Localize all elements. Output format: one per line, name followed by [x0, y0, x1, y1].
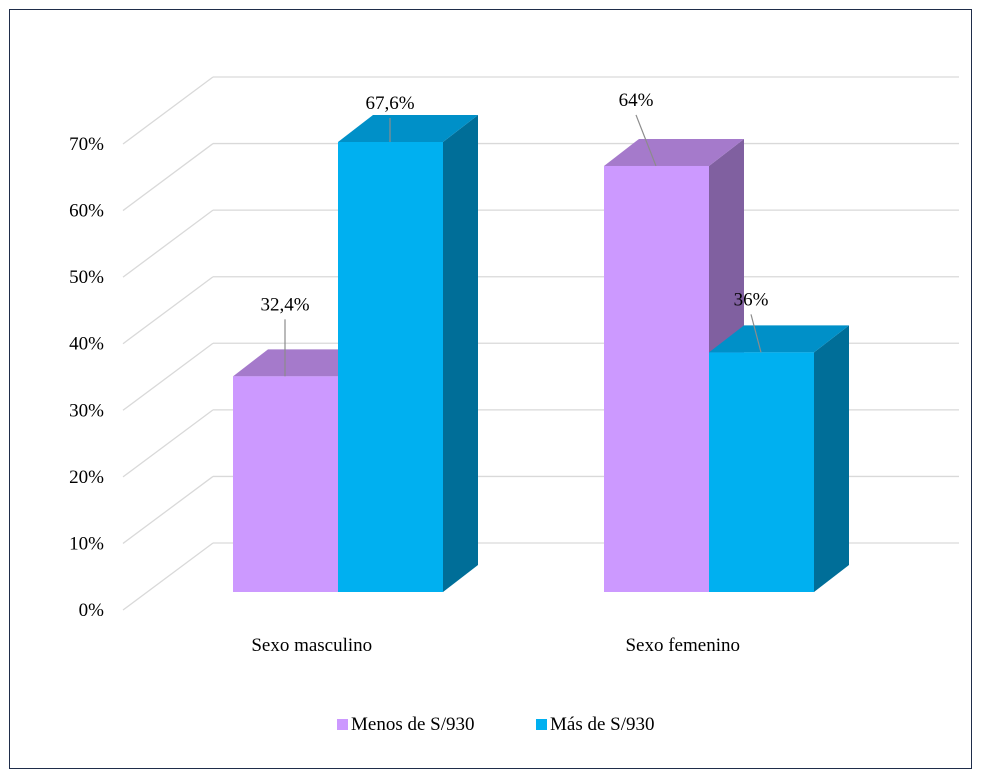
y-tick-label: 50% — [69, 267, 104, 288]
bar-side — [443, 115, 478, 592]
data-label: 32,4% — [260, 294, 309, 315]
bar — [233, 376, 338, 592]
y-tick-label: 60% — [69, 201, 104, 222]
data-label-leader — [750, 314, 762, 353]
gridline-depth — [122, 542, 214, 611]
y-tick-label: 70% — [69, 134, 104, 155]
data-label-leader — [635, 114, 657, 167]
gridline-depth — [122, 76, 214, 145]
bar-top — [604, 138, 744, 166]
bar-top — [338, 115, 478, 142]
bar — [338, 142, 443, 592]
gridline-depth — [122, 475, 214, 544]
gridline-depth — [122, 143, 214, 212]
y-tick-label: 0% — [79, 600, 105, 621]
bar-side — [814, 325, 849, 592]
legend-swatch — [337, 719, 348, 730]
bar-chart: 0% 10% 20% 30% 40% 50% 60% 70% 32,4% 67,6% Sexo ma… — [69, 76, 959, 735]
gridline-depth — [122, 209, 214, 278]
bar — [604, 165, 709, 593]
y-tick-label: 10% — [69, 533, 104, 554]
legend-label: Más de S/930 — [550, 714, 655, 735]
data-label: 64% — [619, 90, 654, 111]
gridline-depth — [122, 342, 214, 411]
y-tick-label: 30% — [69, 400, 104, 421]
legend-swatch — [536, 719, 547, 730]
data-label: 67,6% — [365, 93, 414, 114]
gridline-depth — [122, 409, 214, 478]
data-label: 36% — [734, 289, 769, 310]
gridline-depth — [122, 276, 214, 345]
x-category-label: Sexo femenino — [625, 635, 740, 656]
legend-label: Menos de S/930 — [351, 714, 475, 735]
chart-frame: 0% 10% 20% 30% 40% 50% 60% 70% 32,4% 67,6% Sexo ma… — [9, 9, 972, 769]
y-tick-label: 20% — [69, 467, 104, 488]
bar — [709, 352, 814, 592]
bar-top — [709, 325, 849, 353]
y-tick-label: 40% — [69, 334, 104, 355]
x-category-label: Sexo masculino — [251, 635, 372, 656]
